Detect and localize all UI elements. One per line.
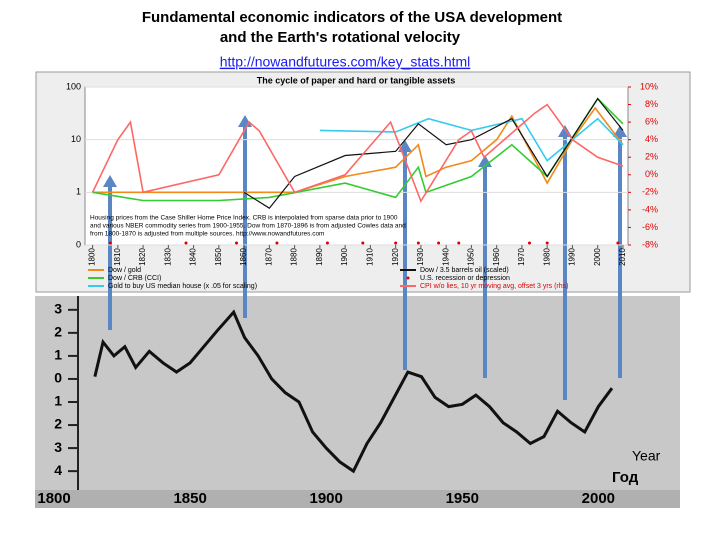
y-tick-label: 0 [54, 370, 62, 386]
x-tick-label: 1870 [264, 248, 273, 266]
y-tick-label: 1 [54, 347, 62, 363]
y-tick-label: 3 [54, 439, 62, 455]
y-tick-label: 0 [76, 239, 81, 249]
recession-dot [394, 241, 398, 245]
x-tick-label: 1850 [214, 248, 223, 266]
annotation: Housing prices from the Case Shiller Hom… [90, 215, 398, 222]
x-tick-label: 1950 [467, 248, 476, 266]
x-tick-label: 1910 [366, 248, 375, 266]
link[interactable]: http://nowandfutures.com/key_stats.html [220, 54, 471, 70]
bottom-plot [35, 296, 680, 508]
chart-title: The cycle of paper and hard or tangible … [257, 75, 456, 85]
y2-tick-label: 6% [645, 116, 658, 126]
x-tick-label: 1970 [517, 248, 526, 266]
arrow-head [613, 125, 627, 137]
legend-label: Gold to buy US median house (x .05 for s… [108, 283, 257, 290]
y2-tick-label: -6% [642, 222, 658, 232]
x-tick-label: 1800 [88, 248, 97, 266]
legend-swatch [406, 276, 410, 280]
y2-tick-label: 2% [645, 152, 658, 162]
y2-tick-label: -8% [642, 239, 658, 249]
x-tick-label: 2000 [582, 490, 615, 507]
x-tick-label: 1890 [315, 248, 324, 266]
recession-dot [457, 241, 461, 245]
series-line [243, 97, 624, 209]
recession-dot [616, 241, 620, 245]
y2-tick-label: 8% [645, 99, 658, 109]
recession-dot [416, 241, 420, 245]
y-tick-label: 100 [66, 81, 81, 91]
recession-dot [325, 241, 329, 245]
legend-label: Dow / 3.5 barrels oil (scaled) [420, 267, 509, 274]
recession-dot [184, 241, 188, 245]
recession-dot [528, 241, 532, 245]
recession-dot [545, 241, 549, 245]
x-tick-label: 1800 [37, 490, 70, 507]
x-tick-label: 1900 [340, 248, 349, 266]
x-tick-label: 2010 [618, 248, 627, 266]
x-tick-label: 1940 [441, 248, 450, 266]
x-tick-label: 1920 [391, 248, 400, 266]
legend-label: Dow / CRB (CCI) [108, 275, 161, 282]
slide-title: and the Earth's rotational velocity [220, 29, 461, 46]
series-line [92, 106, 624, 194]
y2-tick-label: -4% [642, 204, 658, 214]
legend-label: CPI w/o lies, 10 yr moving avg, offset 3… [420, 283, 568, 290]
y-tick-label: 2 [54, 416, 62, 432]
x-tick-label: 1810 [113, 248, 122, 266]
y-tick-label: 1 [54, 393, 62, 409]
arrow-head [103, 175, 117, 187]
recession-dot [437, 241, 441, 245]
x-tick-label: 1960 [492, 248, 501, 266]
series-line [319, 117, 624, 162]
arrows [103, 115, 627, 400]
series-line [91, 103, 624, 203]
legend-label: Dow / gold [108, 267, 141, 274]
slide-title: Fundamental economic indicators of the U… [142, 9, 562, 26]
x-axis-band [35, 490, 680, 508]
y-tick-label: 1 [76, 187, 81, 197]
recession-dot [235, 241, 239, 245]
y-tick-label: 3 [54, 301, 62, 317]
x-tick-label: 1860 [239, 248, 248, 266]
x-tick-label: 1840 [189, 248, 198, 266]
x-tick-label: 1850 [173, 490, 206, 507]
x-axis-label: Год [612, 469, 639, 486]
annotation: from 1800-1870 is adjusted from multiple… [90, 231, 324, 238]
legend-label: U.S. recession or depression [420, 275, 510, 282]
recession-dot [361, 241, 365, 245]
x-tick-label: 1980 [542, 248, 551, 266]
x-tick-label: 2000 [593, 248, 602, 266]
x-tick-label: 1990 [568, 248, 577, 266]
annotation: and various NBER commodity series from 1… [90, 223, 406, 230]
series-line [93, 309, 614, 474]
y-tick-label: 2 [54, 324, 62, 340]
recession-dot [275, 241, 279, 245]
x-axis-label: Year [632, 448, 661, 464]
x-tick-label: 1900 [310, 490, 343, 507]
x-tick-label: 1830 [163, 248, 172, 266]
y2-tick-label: 10% [640, 81, 658, 91]
x-tick-label: 1950 [446, 490, 479, 507]
y-tick-label: 4 [54, 462, 62, 478]
recession-dot [108, 241, 112, 245]
y2-tick-label: 0% [645, 169, 658, 179]
y2-tick-label: 4% [645, 134, 658, 144]
y-tick-label: 10 [71, 134, 81, 144]
x-tick-label: 1930 [416, 248, 425, 266]
x-tick-label: 1880 [290, 248, 299, 266]
x-tick-label: 1820 [138, 248, 147, 266]
y2-tick-label: -2% [642, 187, 658, 197]
